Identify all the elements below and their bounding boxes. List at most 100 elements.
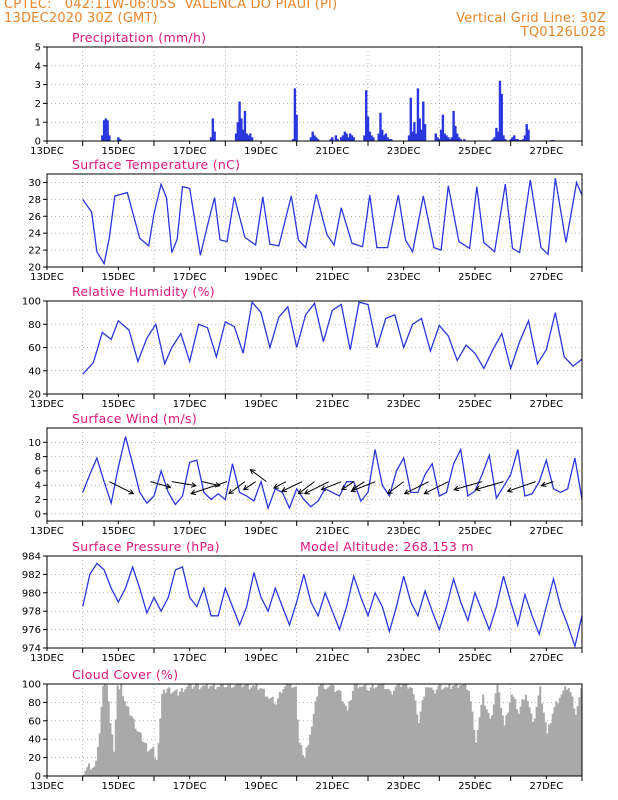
precip-bar (363, 135, 366, 141)
cloud-bar (478, 717, 481, 776)
cloud-bar (212, 684, 215, 776)
header-station: CPTEC: 042:11W-06:05S VALENCA DO PIAUI (… (4, 0, 338, 12)
y-tick-label: 20 (28, 263, 41, 274)
precip-bar (209, 137, 213, 141)
y-tick-label: 26 (28, 212, 41, 223)
series-line (82, 300, 583, 375)
cloud-bar (137, 731, 141, 776)
cloud-bar (539, 686, 542, 776)
wind-vector (243, 481, 256, 491)
cloud-bar (378, 684, 381, 776)
wind-arrowhead (273, 483, 279, 489)
cloud-bar (460, 685, 463, 776)
precip-bar (309, 137, 313, 141)
cloud-bar (162, 689, 165, 776)
x-tick-label: 17DEC (173, 272, 207, 283)
x-tick-label: 19DEC (244, 272, 278, 283)
cloud-bar (489, 718, 492, 776)
cloud-bar (125, 705, 128, 776)
cloud-bar (526, 700, 529, 776)
wind-vector (507, 481, 536, 492)
y-tick-label: 4 (35, 481, 41, 492)
x-tick-label: 23DEC (387, 781, 421, 792)
wind-arrowhead (281, 486, 288, 493)
precip-bar (240, 118, 243, 141)
cloud-bar (469, 701, 472, 776)
cloud-bar (562, 690, 565, 776)
cloud-bar (300, 745, 303, 776)
precip-bar (523, 135, 527, 141)
precip-bar (295, 114, 298, 141)
x-tick-label: 17DEC (173, 399, 207, 410)
cloud-bar (580, 688, 583, 776)
series-line (82, 178, 583, 266)
cloud-bar (112, 751, 116, 776)
cloud-bar (344, 705, 347, 776)
cloud-bar (467, 690, 470, 776)
cloud-bar (485, 709, 488, 776)
cloud-bar (492, 704, 495, 776)
precip-bar (313, 135, 316, 141)
cloud-bar (396, 684, 399, 776)
x-tick-label: 23DEC (387, 146, 421, 157)
cloud-bar (532, 722, 535, 776)
y-tick-label: 4 (35, 61, 41, 72)
y-tick-label: 40 (28, 735, 41, 746)
precip-bar (504, 139, 507, 141)
cloud-bar (154, 758, 157, 776)
x-tick-label: 13DEC (30, 526, 64, 537)
cloud-bar (576, 706, 579, 776)
cloud-bar (309, 734, 312, 776)
panel-title: Surface Wind (m/s) (72, 411, 197, 426)
cloud-bar (343, 703, 346, 776)
cloud-bar (544, 721, 547, 776)
cloud-bar (348, 701, 351, 776)
precip-bar (496, 131, 500, 141)
cloud-bar (237, 684, 240, 776)
precip-bar (514, 139, 518, 141)
cloud-bar (193, 686, 196, 776)
cloud-bar (350, 700, 353, 776)
cloud-bar (121, 696, 124, 776)
cloud-bar (89, 769, 92, 776)
precip-bar (409, 97, 412, 141)
precip-bar (455, 133, 459, 141)
cloud-bar (355, 684, 358, 776)
precip-bar (213, 131, 216, 141)
cloud-bar (202, 685, 205, 776)
wind-arrowhead (540, 481, 547, 488)
header-datetime: 13DEC2020 30Z (GMT) (4, 11, 158, 26)
cloud-bar (405, 684, 408, 776)
x-tick-label: 23DEC (387, 399, 421, 410)
precip-bar (416, 88, 420, 141)
wind-vector (250, 469, 267, 483)
x-tick-label: 27DEC (529, 272, 563, 283)
cloud-bar (145, 743, 148, 776)
cloud-bar (455, 684, 458, 776)
cloud-bar (82, 774, 85, 776)
x-tick-label: 25DEC (458, 526, 492, 537)
x-tick-label: 13DEC (30, 653, 64, 664)
cloud-bar (442, 688, 445, 776)
cloud-bar (312, 713, 315, 776)
cloud-bar (209, 686, 212, 776)
x-tick-label: 15DEC (101, 272, 135, 283)
cloud-bar (501, 715, 504, 776)
x-tick-label: 27DEC (529, 526, 563, 537)
cloud-bar (325, 689, 328, 776)
precip-bar (448, 139, 452, 141)
cloud-bar (382, 684, 385, 776)
cloud-bar (146, 751, 149, 776)
cloud-bar (105, 685, 108, 776)
wind-vector (190, 481, 228, 495)
y-tick-label: 20 (28, 753, 41, 764)
y-tick-label: 40 (28, 366, 41, 377)
cloud-bar (362, 685, 365, 776)
cloud-bar (578, 697, 581, 776)
cloud-bar (102, 685, 105, 776)
wind-vector (541, 481, 554, 487)
cloud-bar (223, 687, 226, 776)
precip-bar (438, 139, 441, 141)
precip-bar (516, 139, 519, 141)
wind-arrowhead (386, 488, 393, 495)
